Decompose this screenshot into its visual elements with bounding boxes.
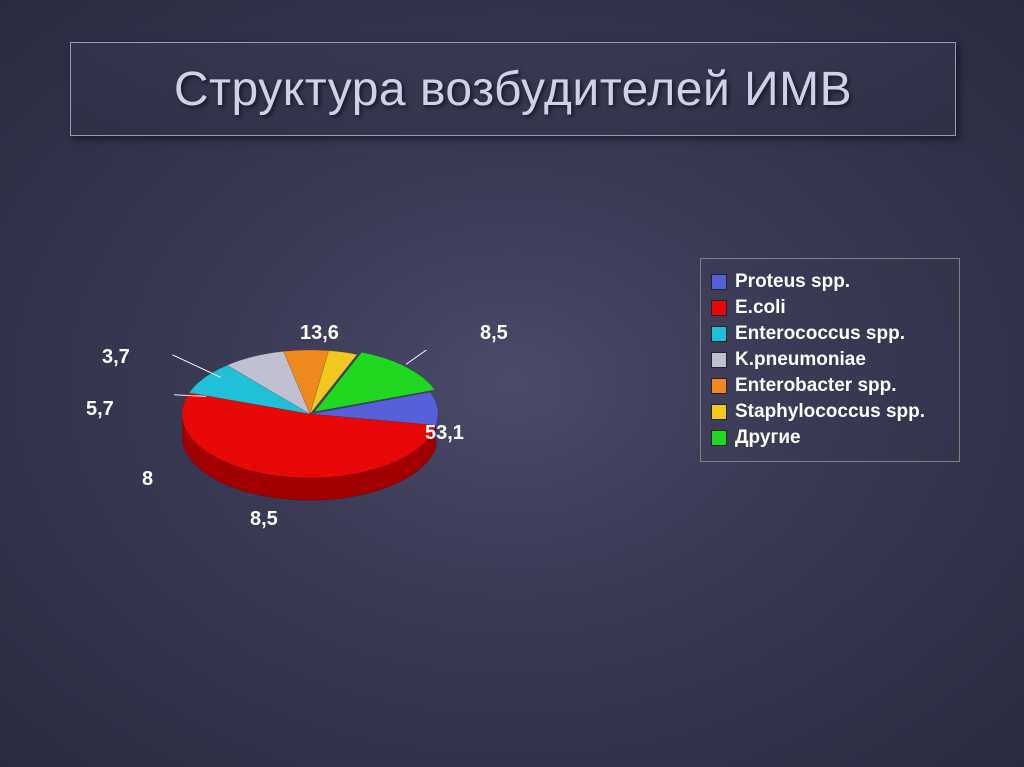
page-title: Структура возбудителей ИМВ bbox=[174, 62, 852, 117]
slide: Структура возбудителей ИМВ 8,5 53,1 8,5 8 5,… bbox=[0, 0, 1024, 767]
legend-item: K.pneumoniae bbox=[711, 349, 949, 371]
legend-label: Другие bbox=[735, 427, 801, 449]
pie-value-label: 53,1 bbox=[425, 422, 464, 445]
pie-value-label: 8 bbox=[142, 468, 153, 491]
legend-label: Proteus spp. bbox=[735, 271, 850, 293]
legend-item: Enterobacter spp. bbox=[711, 375, 949, 397]
pie-wrapper bbox=[150, 350, 470, 530]
legend-label: Enterobacter spp. bbox=[735, 375, 897, 397]
legend-label: E.coli bbox=[735, 297, 786, 319]
pie-value-label: 8,5 bbox=[250, 508, 278, 531]
legend-swatch bbox=[711, 300, 727, 316]
legend: Proteus spp. E.coli Enterococcus spp. K.pne… bbox=[700, 258, 960, 462]
legend-swatch bbox=[711, 378, 727, 394]
pie-value-label: 5,7 bbox=[86, 398, 114, 421]
legend-item: Другие bbox=[711, 427, 949, 449]
legend-item: Staphylococcus spp. bbox=[711, 401, 949, 423]
legend-swatch bbox=[711, 352, 727, 368]
leader-line bbox=[172, 355, 220, 377]
legend-label: Staphylococcus spp. bbox=[735, 401, 925, 423]
leader-line bbox=[406, 350, 444, 364]
legend-swatch bbox=[711, 404, 727, 420]
legend-label: K.pneumoniae bbox=[735, 349, 866, 371]
legend-item: Enterococcus spp. bbox=[711, 323, 949, 345]
legend-item: Proteus spp. bbox=[711, 271, 949, 293]
pie-value-label: 3,7 bbox=[102, 346, 130, 369]
legend-item: E.coli bbox=[711, 297, 949, 319]
legend-label: Enterococcus spp. bbox=[735, 323, 905, 345]
legend-swatch bbox=[711, 274, 727, 290]
legend-swatch bbox=[711, 326, 727, 342]
pie-chart: 8,553,18,585,73,713,6 bbox=[90, 280, 530, 560]
pie-value-label: 8,5 bbox=[480, 322, 508, 345]
legend-swatch bbox=[711, 430, 727, 446]
pie-3d-top bbox=[150, 350, 470, 510]
title-box: Структура возбудителей ИМВ bbox=[70, 42, 956, 136]
pie-value-label: 13,6 bbox=[300, 322, 339, 345]
